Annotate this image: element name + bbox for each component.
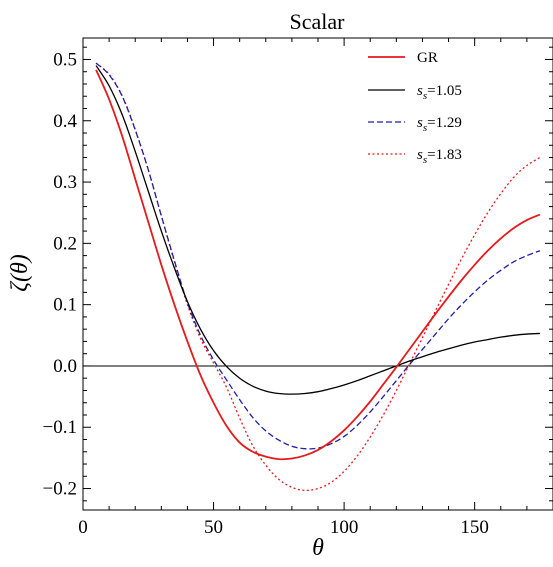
y-tick-label: 0.0 [53, 356, 77, 377]
y-tick-label: 0.4 [53, 111, 77, 132]
legend-label: GR [417, 50, 438, 66]
legend: GR ss=1.05 ss=1.29 ss=1.83 [368, 50, 462, 166]
series-line-s-s-1-29 [95, 62, 541, 450]
x-tick-label: 100 [330, 517, 359, 538]
legend-label: ss=1.05 [417, 83, 462, 102]
y-tick-label: 0.2 [53, 233, 77, 254]
x-tick-label: 0 [78, 517, 88, 538]
legend-label: ss=1.29 [417, 115, 462, 134]
x-axis-label: θ [312, 535, 324, 561]
y-tick-label: −0.1 [43, 417, 77, 438]
axis-ticks: 0 50 100 150 −0.2 −0.1 0.0 0.1 0.2 0.3 0.4 0.5 [43, 38, 553, 538]
legend-label: ss=1.83 [417, 147, 462, 166]
x-tick-label: 50 [204, 517, 223, 538]
y-axis-label: ζ(θ) [7, 254, 33, 292]
y-tick-label: 0.5 [53, 49, 77, 70]
series-line-s-s-1-83 [95, 62, 541, 492]
y-tick-label: 0.3 [53, 172, 77, 193]
data-series [95, 62, 541, 492]
series-line-gr [95, 69, 541, 461]
y-tick-label: −0.2 [43, 479, 77, 500]
x-tick-label: 150 [460, 517, 489, 538]
series-line-s-s-1-05 [95, 65, 540, 395]
chart-title: Scalar [290, 9, 346, 34]
plot-frame [82, 37, 553, 511]
y-tick-label: 0.1 [53, 295, 77, 316]
